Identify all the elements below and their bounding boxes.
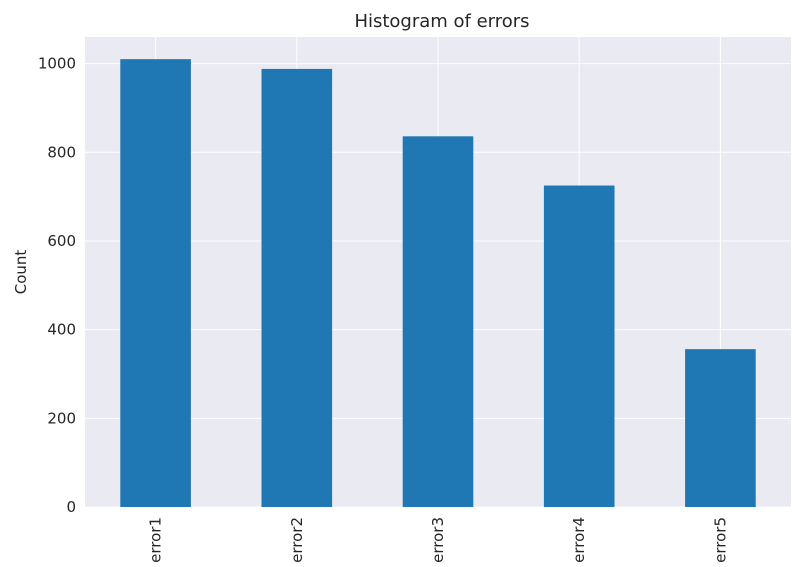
- y-tick-label: 600: [47, 232, 76, 250]
- y-tick-label: 200: [47, 409, 76, 427]
- y-tick-labels: 0 200 400 600 800 1000: [38, 55, 76, 516]
- x-tick-label: error1: [147, 517, 165, 563]
- x-tick-labels: error1 error2 error3 error4 error5: [147, 517, 730, 563]
- chart-title: Histogram of errors: [354, 11, 529, 32]
- x-tick-label: error2: [288, 517, 306, 563]
- y-tick-label: 800: [47, 143, 76, 161]
- bar-error5: [685, 349, 756, 507]
- bar-error4: [543, 185, 615, 508]
- y-tick-label: 1000: [38, 55, 76, 73]
- bars: [120, 59, 756, 508]
- y-tick-label: 400: [47, 321, 76, 339]
- x-tick-label: error4: [570, 517, 588, 563]
- x-tick-label: error5: [711, 517, 729, 563]
- bar-error3: [402, 136, 474, 508]
- y-axis-label: Count: [12, 250, 30, 295]
- y-tick-label: 0: [66, 498, 76, 516]
- bar-error1: [120, 59, 191, 508]
- bar-error2: [261, 68, 333, 507]
- x-tick-label: error3: [429, 517, 447, 563]
